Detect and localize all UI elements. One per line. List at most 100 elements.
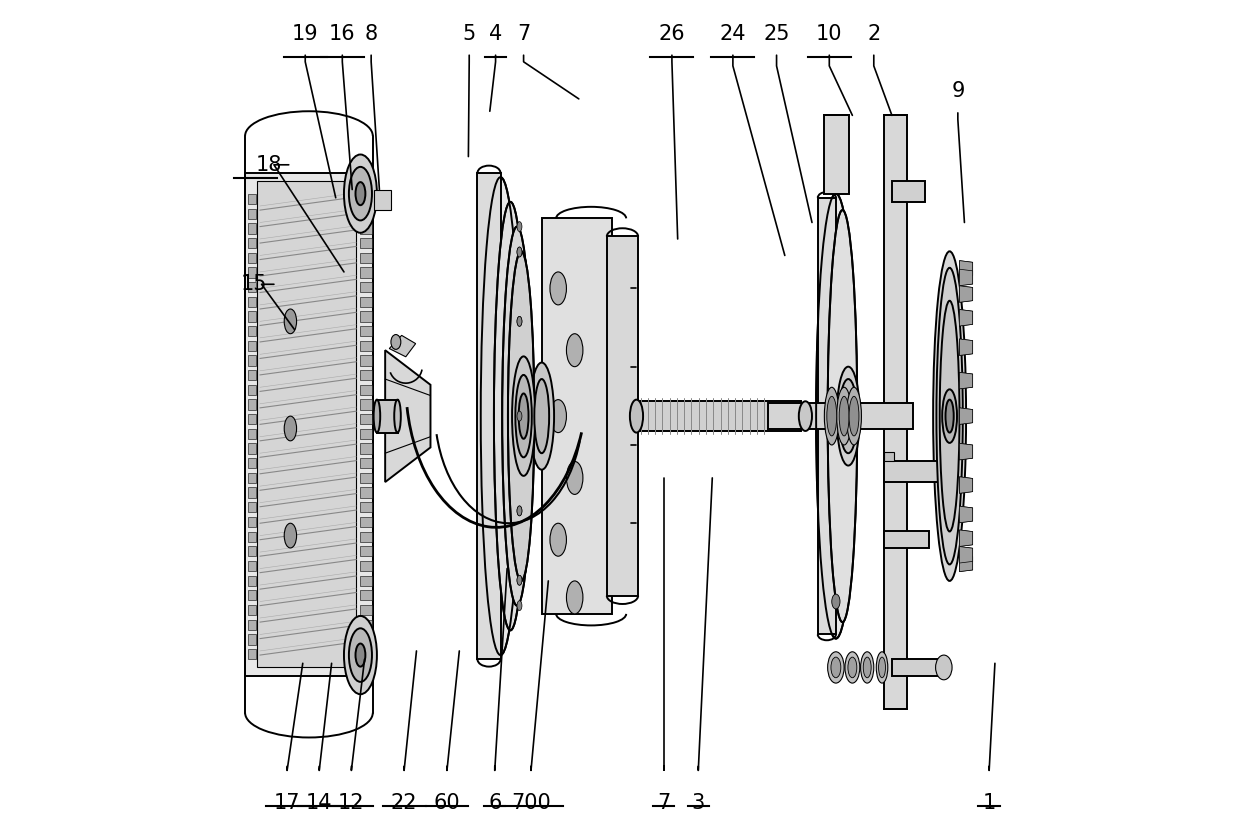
Bar [248, 546, 255, 556]
Ellipse shape [934, 251, 966, 581]
Ellipse shape [517, 575, 522, 585]
Ellipse shape [849, 396, 859, 436]
Bar [248, 649, 255, 659]
Polygon shape [960, 269, 972, 286]
Bar [361, 473, 372, 483]
Bar [361, 531, 372, 542]
Text: 22: 22 [391, 793, 418, 812]
Text: 700: 700 [511, 793, 551, 812]
Bar [361, 488, 372, 498]
Polygon shape [960, 477, 972, 494]
Bar [248, 385, 255, 395]
Bar [248, 267, 255, 278]
Text: 3: 3 [692, 793, 704, 812]
Bar [374, 190, 391, 210]
Bar [248, 458, 255, 468]
Bar [248, 355, 255, 366]
Text: 18: 18 [255, 155, 283, 175]
Ellipse shape [567, 581, 583, 614]
Bar [361, 253, 372, 263]
Bar [361, 561, 372, 571]
Text: 14: 14 [306, 793, 332, 812]
Ellipse shape [516, 375, 532, 457]
Bar [817, 198, 836, 634]
Ellipse shape [825, 387, 839, 445]
Ellipse shape [799, 401, 812, 431]
Bar [248, 326, 255, 336]
Bar [258, 181, 356, 667]
Ellipse shape [816, 194, 856, 639]
Bar [248, 238, 255, 248]
Bar [248, 634, 255, 644]
Bar [361, 267, 372, 278]
Polygon shape [960, 286, 972, 302]
Text: 9: 9 [951, 82, 965, 101]
Polygon shape [960, 408, 972, 424]
Ellipse shape [373, 400, 381, 433]
Polygon shape [960, 260, 972, 277]
Polygon shape [960, 506, 972, 522]
Ellipse shape [517, 247, 522, 257]
Ellipse shape [877, 652, 888, 683]
Text: 15: 15 [241, 274, 268, 294]
Bar [361, 355, 372, 366]
Ellipse shape [517, 247, 522, 257]
Ellipse shape [844, 652, 859, 683]
Bar [361, 311, 372, 321]
Text: 4: 4 [489, 24, 502, 44]
Bar [248, 297, 255, 307]
Text: 6: 6 [489, 793, 501, 812]
Ellipse shape [861, 652, 874, 683]
Bar [636, 401, 801, 431]
Bar [248, 575, 255, 586]
Bar [542, 218, 611, 614]
Ellipse shape [567, 334, 583, 367]
Ellipse shape [517, 316, 522, 326]
Ellipse shape [517, 222, 522, 232]
Bar [246, 173, 373, 676]
Text: 24: 24 [719, 24, 746, 44]
Polygon shape [960, 372, 972, 389]
Bar [248, 590, 255, 601]
Bar [248, 340, 255, 351]
Text: 1: 1 [982, 793, 996, 812]
Bar [884, 115, 906, 709]
Ellipse shape [551, 523, 567, 556]
Polygon shape [960, 372, 972, 389]
Ellipse shape [356, 644, 366, 667]
Bar [248, 253, 255, 263]
Ellipse shape [518, 394, 528, 439]
Bar [361, 649, 372, 659]
Text: 12: 12 [339, 793, 365, 812]
Ellipse shape [356, 182, 366, 205]
Text: 8: 8 [365, 24, 378, 44]
Bar [361, 208, 372, 219]
Polygon shape [960, 555, 972, 572]
Polygon shape [960, 506, 972, 522]
Bar [248, 400, 255, 410]
Bar [248, 605, 255, 616]
Ellipse shape [348, 167, 372, 220]
Bar [361, 297, 372, 307]
Bar [884, 461, 941, 482]
Ellipse shape [517, 601, 522, 611]
Bar [884, 452, 894, 461]
Ellipse shape [534, 379, 549, 453]
Ellipse shape [832, 594, 839, 609]
Bar [361, 517, 372, 527]
Polygon shape [386, 350, 430, 482]
Ellipse shape [348, 628, 372, 682]
Polygon shape [960, 530, 972, 546]
Ellipse shape [394, 400, 401, 433]
Ellipse shape [508, 251, 534, 581]
Ellipse shape [863, 658, 872, 677]
Bar [248, 531, 255, 542]
Ellipse shape [551, 272, 567, 305]
Bar [769, 403, 913, 429]
Ellipse shape [839, 396, 849, 436]
Ellipse shape [512, 356, 536, 476]
Ellipse shape [831, 658, 841, 677]
Bar [248, 428, 255, 439]
Ellipse shape [517, 316, 522, 326]
Bar [248, 620, 255, 630]
